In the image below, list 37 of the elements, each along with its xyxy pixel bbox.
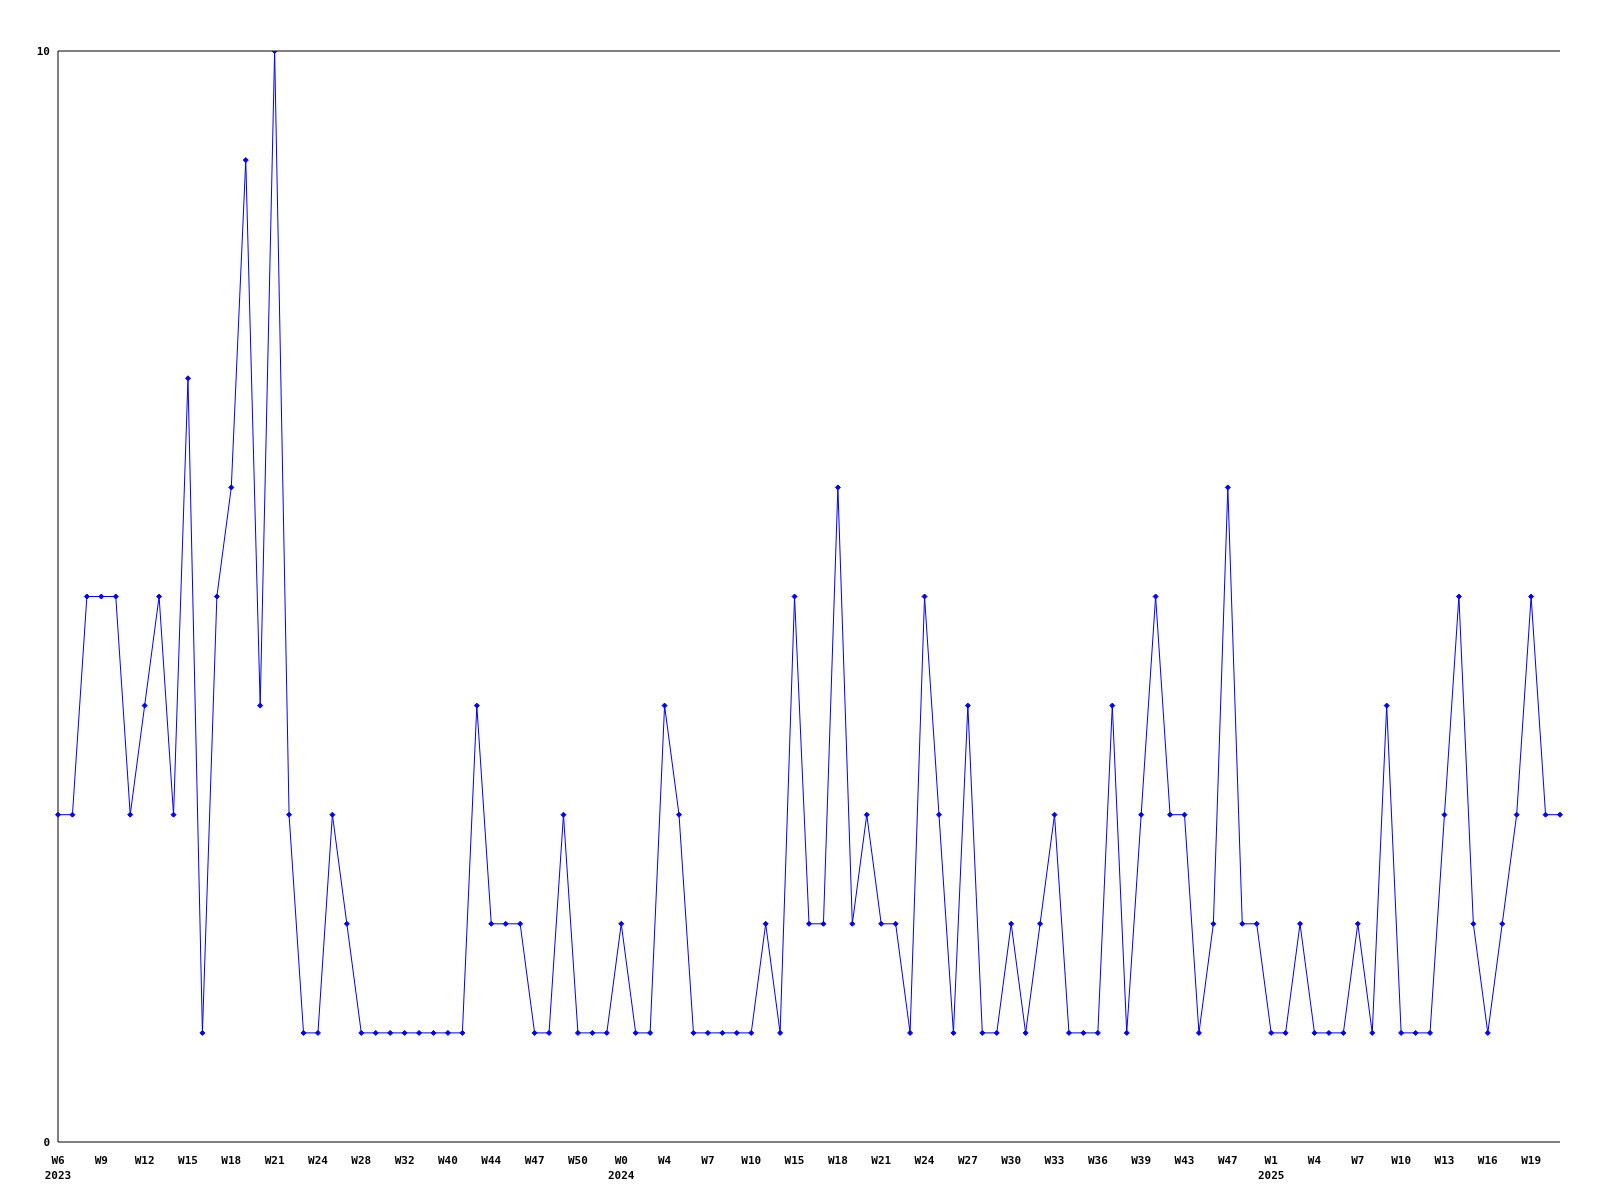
x-tick-label: W27 — [957, 1154, 978, 1167]
x-tick-label: W16 — [1477, 1154, 1499, 1167]
x-tick-label: W6 2023 — [44, 1154, 72, 1182]
x-tick-label: W10 — [1391, 1154, 1412, 1167]
x-tick-label: W4 — [657, 1154, 672, 1167]
x-tick-label: W1 2025 — [1257, 1154, 1285, 1182]
x-tick-label: W43 — [1174, 1154, 1195, 1167]
x-tick-label: W9 — [94, 1154, 108, 1167]
x-tick-label: W47 — [524, 1154, 545, 1167]
x-tick-label: W33 — [1044, 1154, 1065, 1167]
x-tick-label: W12 — [134, 1154, 155, 1167]
x-tick-label: W0 2024 — [608, 1154, 635, 1182]
x-tick-label: W39 — [1131, 1154, 1152, 1167]
x-tick-label: W32 — [394, 1154, 415, 1167]
x-tick-label: W50 — [567, 1154, 588, 1167]
x-tick-label: W18 — [221, 1154, 242, 1167]
x-tick-label: W44 — [481, 1154, 502, 1167]
y-tick-label: 10 — [36, 44, 50, 58]
x-tick-label: W21 — [264, 1154, 285, 1167]
x-tick-label: W21 — [871, 1154, 892, 1167]
x-tick-label: W7 — [701, 1154, 715, 1167]
x-tick-label: W36 — [1087, 1154, 1109, 1167]
x-tick-label: W4 — [1307, 1154, 1322, 1167]
x-tick-label: W13 — [1434, 1154, 1455, 1167]
x-tick-label: W28 — [351, 1154, 372, 1167]
x-tick-label: W19 — [1521, 1154, 1542, 1167]
y-tick-label: 0 — [43, 1135, 50, 1149]
x-tick-label: W40 — [438, 1154, 458, 1167]
x-tick-label: W24 — [308, 1154, 329, 1167]
x-tick-label: W7 — [1351, 1154, 1365, 1167]
x-tick-label: W10 — [741, 1154, 762, 1167]
x-tick-label: W30 — [1001, 1154, 1022, 1167]
x-tick-label: W47 — [1217, 1154, 1238, 1167]
x-tick-label: W15 — [178, 1154, 198, 1167]
x-tick-label: W15 — [784, 1154, 805, 1167]
x-tick-label: W18 — [827, 1154, 848, 1167]
x-tick-label: W24 — [914, 1154, 935, 1167]
